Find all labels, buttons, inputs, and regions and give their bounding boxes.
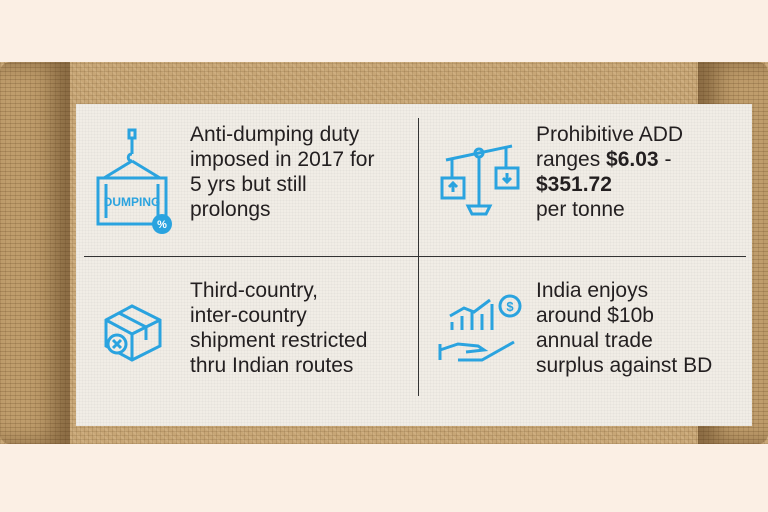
- text-line: prolongs: [190, 198, 271, 221]
- text-line: India enjoys: [536, 279, 649, 302]
- percent-badge: %: [157, 219, 167, 231]
- vertical-divider: [418, 118, 419, 396]
- burlap-roll-left: [0, 62, 70, 444]
- text-line: thru Indian routes: [190, 354, 354, 377]
- text-line: around $10b: [536, 304, 654, 327]
- balance-scale-icon: [440, 144, 520, 216]
- text-line: per tonne: [536, 198, 625, 221]
- info-text-shipment: Third-country, inter-country shipment re…: [190, 278, 367, 378]
- text-line: Anti-dumping duty: [190, 123, 360, 146]
- info-panel: [76, 104, 752, 426]
- restricted-box-icon: [104, 304, 162, 362]
- text-line-bold: $351.72: [536, 172, 683, 197]
- text-line: 5 yrs but still: [190, 173, 307, 196]
- text-line: Third-country,: [190, 279, 318, 302]
- text-line: shipment restricted: [190, 329, 368, 352]
- info-text-add-range: Prohibitive ADD ranges $6.03 - $351.72 p…: [536, 122, 683, 222]
- text-line: surplus against BD: [536, 354, 713, 377]
- dumping-container-icon: DUMPING %: [96, 128, 172, 234]
- range-prefix: ranges: [536, 148, 607, 171]
- text-line-range: ranges $6.03 -: [536, 147, 683, 172]
- text-line: imposed in 2017 for: [190, 148, 375, 171]
- range-sep: -: [658, 148, 672, 171]
- range-min: $6.03: [606, 148, 659, 171]
- hand-growth-chart-icon: $: [438, 294, 522, 362]
- info-text-dumping: Anti-dumping duty imposed in 2017 for 5 …: [190, 122, 374, 222]
- horizontal-divider: [84, 256, 746, 257]
- info-text-trade-surplus: India enjoys around $10b annual trade su…: [536, 278, 712, 378]
- text-line: annual trade: [536, 329, 653, 352]
- dumping-label: DUMPING: [104, 195, 161, 209]
- dollar-badge: $: [506, 299, 514, 314]
- range-max: $351.72: [536, 173, 612, 196]
- text-line: inter-country: [190, 304, 307, 327]
- text-line: Prohibitive ADD: [536, 123, 684, 146]
